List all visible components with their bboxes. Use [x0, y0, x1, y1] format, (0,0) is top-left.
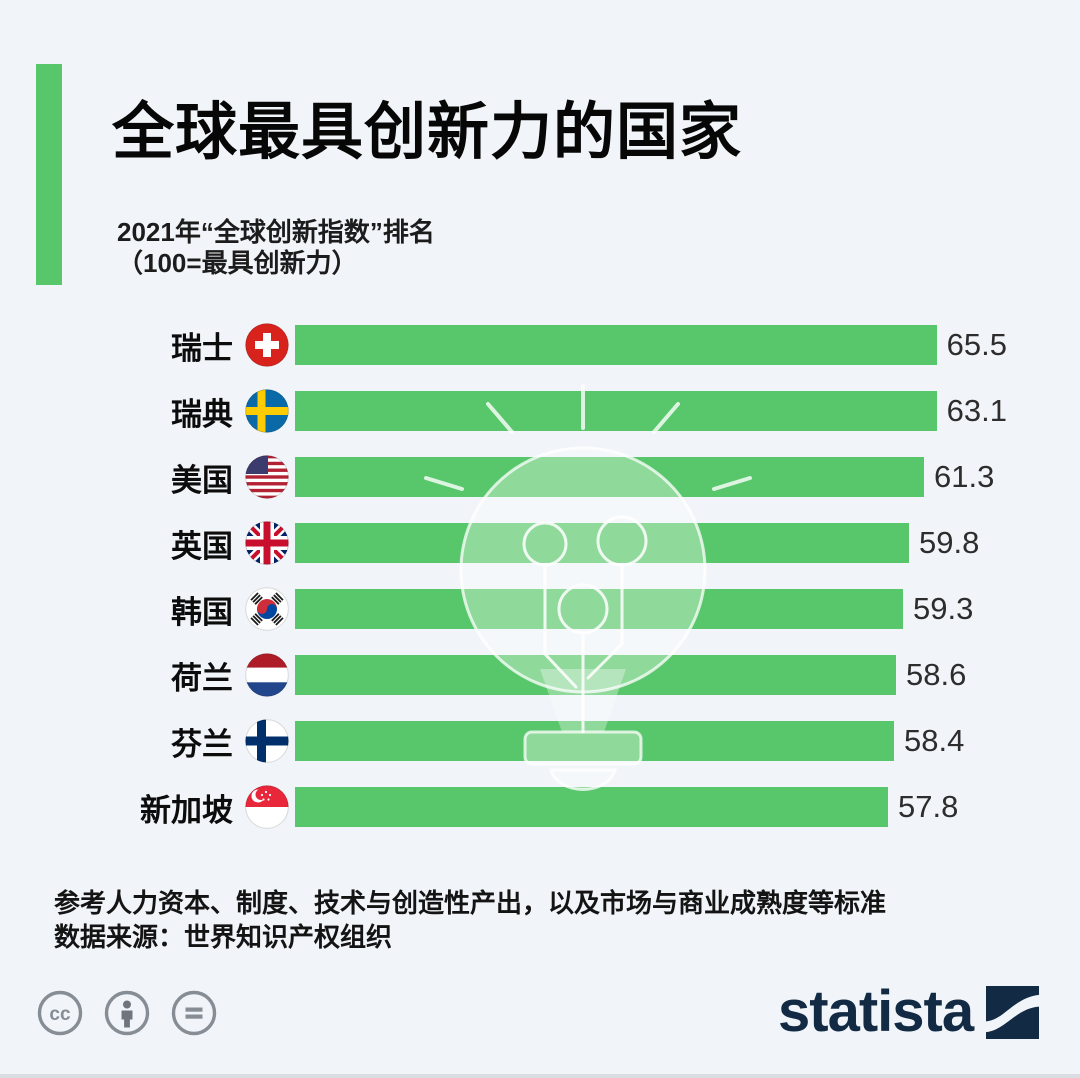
bar-track: 59.3 [295, 589, 1007, 629]
country-label: 美国 [171, 462, 233, 498]
bar-track: 65.5 [295, 325, 1007, 365]
country-label: 瑞典 [171, 396, 233, 432]
subtitle-line1: 2021年“全球创新指数”排名 [117, 217, 435, 247]
flag-sweden-icon [245, 389, 289, 433]
footer-notes: 参考人力资本、制度、技术与创造性产出，以及市场与商业成熟度等标准 数据来源：世界… [54, 886, 886, 954]
value-bar [295, 655, 896, 695]
flag-switzerland-icon [245, 323, 289, 367]
cc-icon[interactable]: cc [37, 990, 83, 1036]
country-label: 荷兰 [171, 660, 233, 696]
value-bar [295, 391, 937, 431]
value-bar [295, 457, 924, 497]
value-bar [295, 721, 894, 761]
country-label: 英国 [171, 528, 233, 564]
bar-track: 59.8 [295, 523, 1007, 563]
flag-south-korea-icon [245, 587, 289, 631]
accent-bar [36, 64, 62, 285]
statista-mark-icon [986, 985, 1040, 1039]
country-label: 韩国 [171, 594, 233, 630]
country-label: 新加坡 [140, 792, 233, 828]
cc-license-badges: cc [37, 990, 217, 1036]
bar-track: 58.6 [295, 655, 1007, 695]
bar-track: 61.3 [295, 457, 1007, 497]
value-bar [295, 589, 903, 629]
value-label: 61.3 [934, 459, 995, 494]
value-label: 58.6 [906, 657, 967, 692]
value-label: 63.1 [946, 393, 1007, 428]
flag-finland-icon [245, 719, 289, 763]
value-label: 65.5 [946, 327, 1007, 362]
country-label: 瑞士 [171, 330, 233, 366]
flag-singapore-icon [245, 785, 289, 829]
country-label: 芬兰 [171, 726, 233, 762]
criteria-note: 参考人力资本、制度、技术与创造性产出，以及市场与商业成熟度等标准 [54, 888, 887, 918]
source-note: 数据来源：世界知识产权组织 [54, 922, 393, 952]
flag-uk-icon [245, 521, 289, 565]
bar-chart: 瑞士 65.5 瑞典 63.1 美国 61.3 英国 59.8 韩国 59.3 荷兰 58.6 芬兰 58… [61, 312, 1061, 840]
chart-row: 英国 59.8 [61, 510, 1061, 576]
value-bar [295, 787, 888, 827]
value-bar [295, 523, 909, 563]
attribution-icon[interactable] [104, 990, 150, 1036]
statista-logo[interactable]: statista [778, 979, 1040, 1044]
chart-row: 韩国 59.3 [61, 576, 1061, 642]
flag-usa-icon [245, 455, 289, 499]
svg-text:cc: cc [49, 1004, 71, 1025]
bottom-border [0, 1074, 1080, 1078]
value-bar [295, 325, 937, 365]
value-label: 59.8 [919, 525, 980, 560]
subtitle-line2: （100=最具创新力） [117, 248, 358, 278]
flag-netherlands-icon [245, 653, 289, 697]
bar-track: 57.8 [295, 787, 1007, 827]
statista-wordmark: statista [778, 979, 974, 1044]
chart-row: 新加坡 57.8 [61, 774, 1061, 840]
value-label: 57.8 [898, 789, 959, 824]
equals-icon[interactable] [171, 990, 217, 1036]
chart-subtitle: 2021年“全球创新指数”排名 （100=最具创新力） [117, 217, 435, 279]
chart-row: 瑞士 65.5 [61, 312, 1061, 378]
value-label: 58.4 [904, 723, 965, 758]
chart-row: 芬兰 58.4 [61, 708, 1061, 774]
chart-row: 瑞典 63.1 [61, 378, 1061, 444]
chart-row: 荷兰 58.6 [61, 642, 1061, 708]
bar-track: 58.4 [295, 721, 1007, 761]
page-title: 全球最具创新力的国家 [112, 98, 743, 167]
chart-row: 美国 61.3 [61, 444, 1061, 510]
bar-track: 63.1 [295, 391, 1007, 431]
value-label: 59.3 [913, 591, 974, 626]
